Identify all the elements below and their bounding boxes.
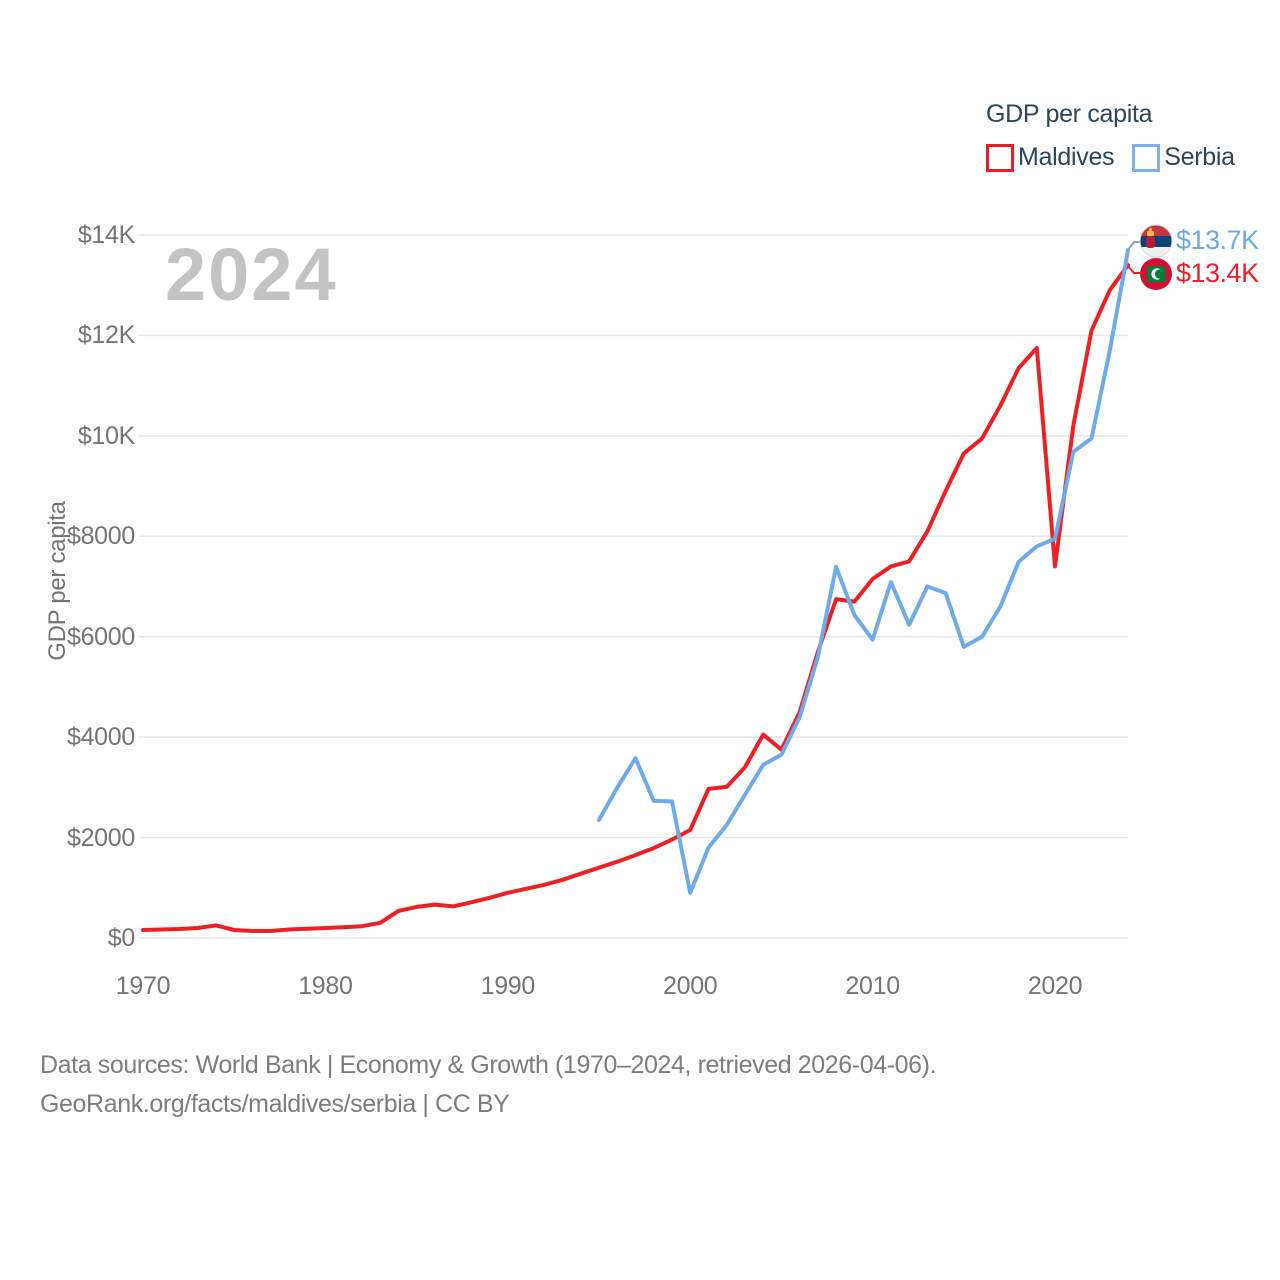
maldives-line [141,263,1130,933]
x-tick-label-2020: 2020 [1027,972,1083,1000]
y-tick-label-10000: $10K [77,421,135,450]
gridlines [139,234,1128,939]
footer: Data sources: World Bank | Economy & Gro… [40,1046,937,1124]
legend-item-serbia[interactable]: Serbia [1114,143,1235,172]
y-tick-label-4000: $4000 [66,723,135,752]
legend-label-serbia: Serbia [1164,143,1235,171]
x-tick-label-1970: 1970 [115,972,171,1000]
x-tick-label-1990: 1990 [480,972,536,1000]
maldives-end-value-label: $13.4K [1176,258,1259,288]
y-tick-label-14000: $14K [77,221,135,249]
serbia-end-value-label: $13.7K [1176,225,1259,255]
y-tick-label-2000: $2000 [66,823,135,852]
serbia-leader-line [1127,241,1140,251]
serbia-swatch-icon [1132,143,1161,172]
series-lines [141,248,1130,933]
serbia-flag-icon [1139,224,1173,258]
footer-source-link[interactable]: GeoRank.org/facts/maldives/serbia | CC B… [40,1090,510,1118]
y-tick-label-8000: $8000 [66,522,135,551]
serbia-line [597,248,1130,895]
y-tick-label-0: $0 [107,924,136,952]
maldives-swatch-icon [986,143,1014,172]
y-tick-label-12000: $12K [77,321,135,350]
y-tick-label-6000: $6000 [66,622,135,651]
x-tick-label-2010: 2010 [845,972,900,1000]
watermark-year: 2024 [165,233,338,316]
x-tick-label-1980: 1980 [298,972,353,1000]
maldives-leader-line [1127,265,1140,274]
legend-title: GDP per capita [986,100,1153,128]
maldives-flag-icon [1140,258,1172,290]
legend-item-maldives[interactable]: Maldives [986,143,1115,172]
y-axis-title: GDP per capita [44,501,71,661]
legend-label-maldives: Maldives [1018,143,1115,171]
x-tick-label-2000: 2000 [663,972,718,1000]
legend: GDP per capita Maldives Serbia [986,100,1235,172]
footer-data-sources: Data sources: World Bank | Economy & Gro… [40,1051,937,1079]
